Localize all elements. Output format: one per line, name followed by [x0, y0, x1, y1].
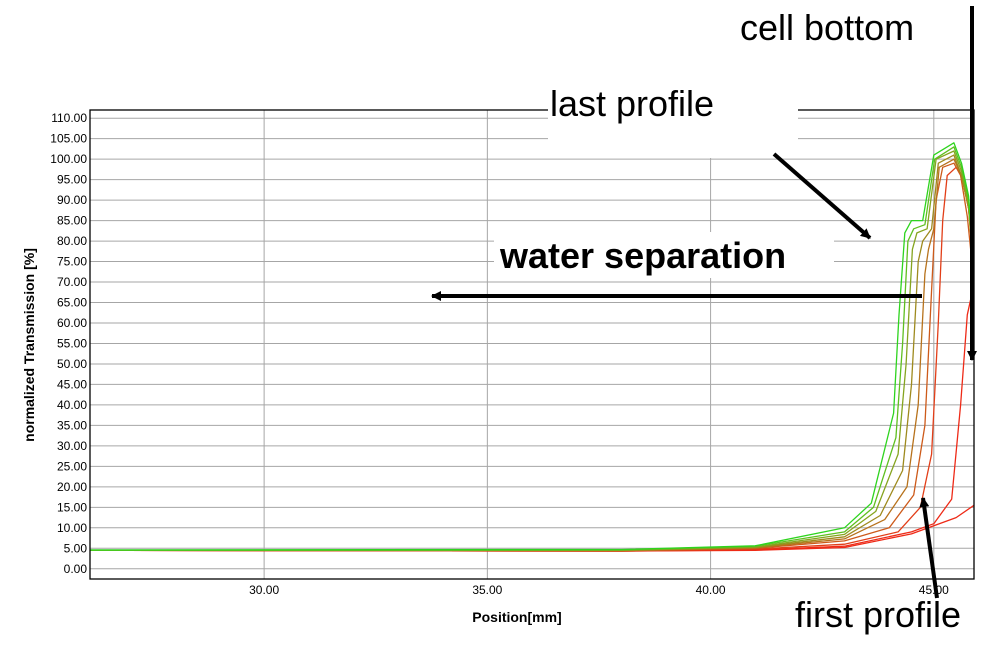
y-tick-label: 70.00 [57, 275, 87, 289]
x-tick-label: 30.00 [249, 583, 279, 597]
y-tick-label: 90.00 [57, 193, 87, 207]
grid [90, 110, 974, 579]
y-tick-label: 75.00 [57, 255, 87, 269]
x-tick-label: 35.00 [472, 583, 502, 597]
profile-line-9 [90, 142, 974, 551]
annotation-cell-bottom: cell bottom [740, 7, 914, 48]
y-tick-label: 95.00 [57, 173, 87, 187]
y-axis-title: normalized Transmission [%] [21, 248, 37, 442]
plot-area [90, 110, 974, 579]
y-tick-label: 105.00 [50, 132, 87, 146]
last-profile-label-background [548, 80, 798, 158]
x-axis-title: Position[mm] [472, 609, 561, 625]
y-tick-label: 40.00 [57, 398, 87, 412]
water-separation-label-background [494, 232, 834, 278]
y-tick-label: 100.00 [50, 152, 87, 166]
profile-line-8 [90, 146, 974, 551]
series-group [90, 142, 974, 552]
y-tick-label: 30.00 [57, 439, 87, 453]
y-tick-label: 10.00 [57, 521, 87, 535]
y-tick-label: 5.00 [64, 541, 88, 555]
y-tick-label: 80.00 [57, 234, 87, 248]
y-tick-label: 15.00 [57, 500, 87, 514]
profile-line-6 [90, 154, 974, 551]
y-tick-label: 65.00 [57, 296, 87, 310]
y-tick-label: 55.00 [57, 336, 87, 350]
y-tick-labels: 0.00 5.00 10.00 15.00 20.00 25.00 30.00 35.00 40… [50, 111, 87, 576]
y-tick-label: 25.00 [57, 459, 87, 473]
y-tick-label: 45.00 [57, 377, 87, 391]
y-tick-label: 35.00 [57, 418, 87, 432]
profile-line-4 [90, 162, 974, 552]
annotation-last-profile: last profile [550, 83, 714, 124]
x-tick-label: 40.00 [696, 583, 726, 597]
y-tick-label: 20.00 [57, 480, 87, 494]
y-tick-label: 50.00 [57, 357, 87, 371]
x-tick-labels: 30.00 35.00 40.00 45.00 [249, 583, 949, 597]
y-tick-label: 85.00 [57, 214, 87, 228]
profile-line-7 [90, 150, 974, 551]
y-tick-label: 110.00 [51, 111, 87, 125]
y-tick-label: 0.00 [64, 562, 88, 576]
first-profile-arrow [919, 497, 939, 599]
last-profile-arrow [772, 152, 872, 240]
annotation-water-separation: water separation [499, 235, 786, 276]
y-tick-label: 60.00 [57, 316, 87, 330]
annotation-first-profile: first profile [795, 594, 961, 635]
